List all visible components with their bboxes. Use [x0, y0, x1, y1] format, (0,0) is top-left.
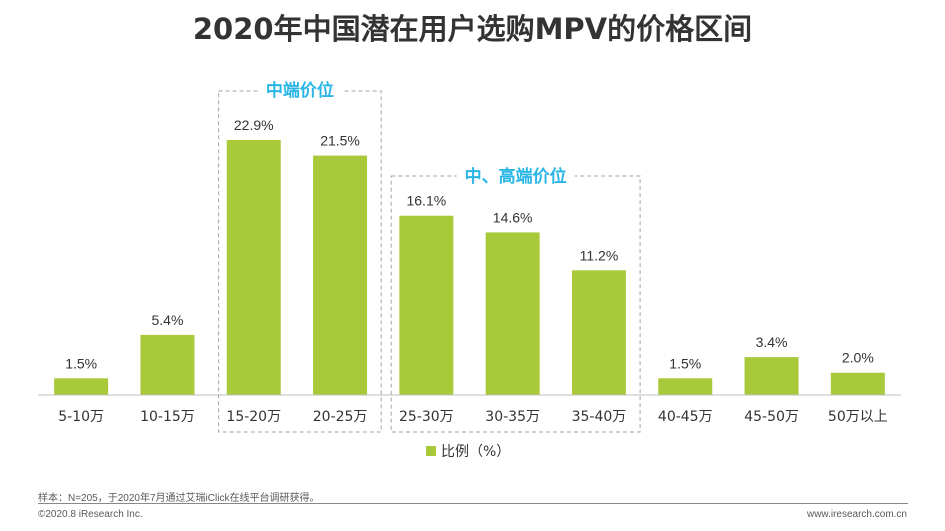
bar	[313, 155, 368, 395]
bar-chart: 1.5% 5-10万 5.4% 10-15万 22.9% 15-20万 21.5% 20-25…	[38, 79, 901, 460]
bar	[658, 378, 713, 395]
bar	[54, 378, 109, 395]
bar	[226, 140, 281, 395]
data-label: 3.4%	[756, 334, 788, 350]
data-label: 5.4%	[151, 312, 183, 328]
x-tick-label: 20-25万	[313, 409, 368, 425]
x-tick-label: 25-30万	[399, 409, 454, 425]
data-label: 11.2%	[580, 247, 619, 263]
bar	[140, 334, 195, 395]
bar	[744, 357, 799, 395]
x-tick-label: 45-50万	[744, 409, 799, 425]
chart-title: 2020年中国潜在用户选购MPV的价格区间	[192, 12, 753, 46]
annotation-label-bg	[456, 164, 575, 188]
data-label: 1.5%	[65, 355, 97, 371]
data-label: 14.6%	[493, 209, 533, 225]
x-tick-label: 10-15万	[140, 409, 195, 425]
x-tick-label: 30-35万	[485, 409, 540, 425]
bar	[485, 232, 540, 395]
x-tick-label: 35-40万	[572, 409, 627, 425]
copyright-text: ©2020.8 iResearch Inc.	[38, 509, 143, 520]
annotation-box	[218, 90, 382, 433]
bar	[830, 372, 885, 395]
annotation-label-bg	[257, 79, 342, 103]
bar	[571, 270, 626, 395]
data-label: 22.9%	[234, 117, 274, 133]
x-tick-label: 50万以上	[828, 409, 888, 425]
data-label: 21.5%	[320, 133, 360, 149]
x-tick-label: 15-20万	[226, 409, 281, 425]
x-tick-label: 40-45万	[658, 409, 713, 425]
website-text: www.iresearch.com.cn	[806, 509, 907, 520]
annotation-label: 中端价位	[266, 80, 334, 101]
footer-divider	[38, 503, 908, 504]
bar	[399, 215, 454, 395]
data-label: 1.5%	[669, 355, 701, 371]
legend-swatch	[426, 446, 436, 456]
x-tick-label: 5-10万	[58, 409, 104, 425]
legend-label: 比例（%）	[441, 444, 510, 460]
sample-note: 样本：N=205，于2020年7月通过艾瑞iClick在线平台调研获得。	[38, 493, 320, 504]
data-label: 16.1%	[406, 193, 446, 209]
data-label: 2.0%	[842, 350, 874, 366]
annotation-label: 中、高端价位	[465, 166, 567, 187]
